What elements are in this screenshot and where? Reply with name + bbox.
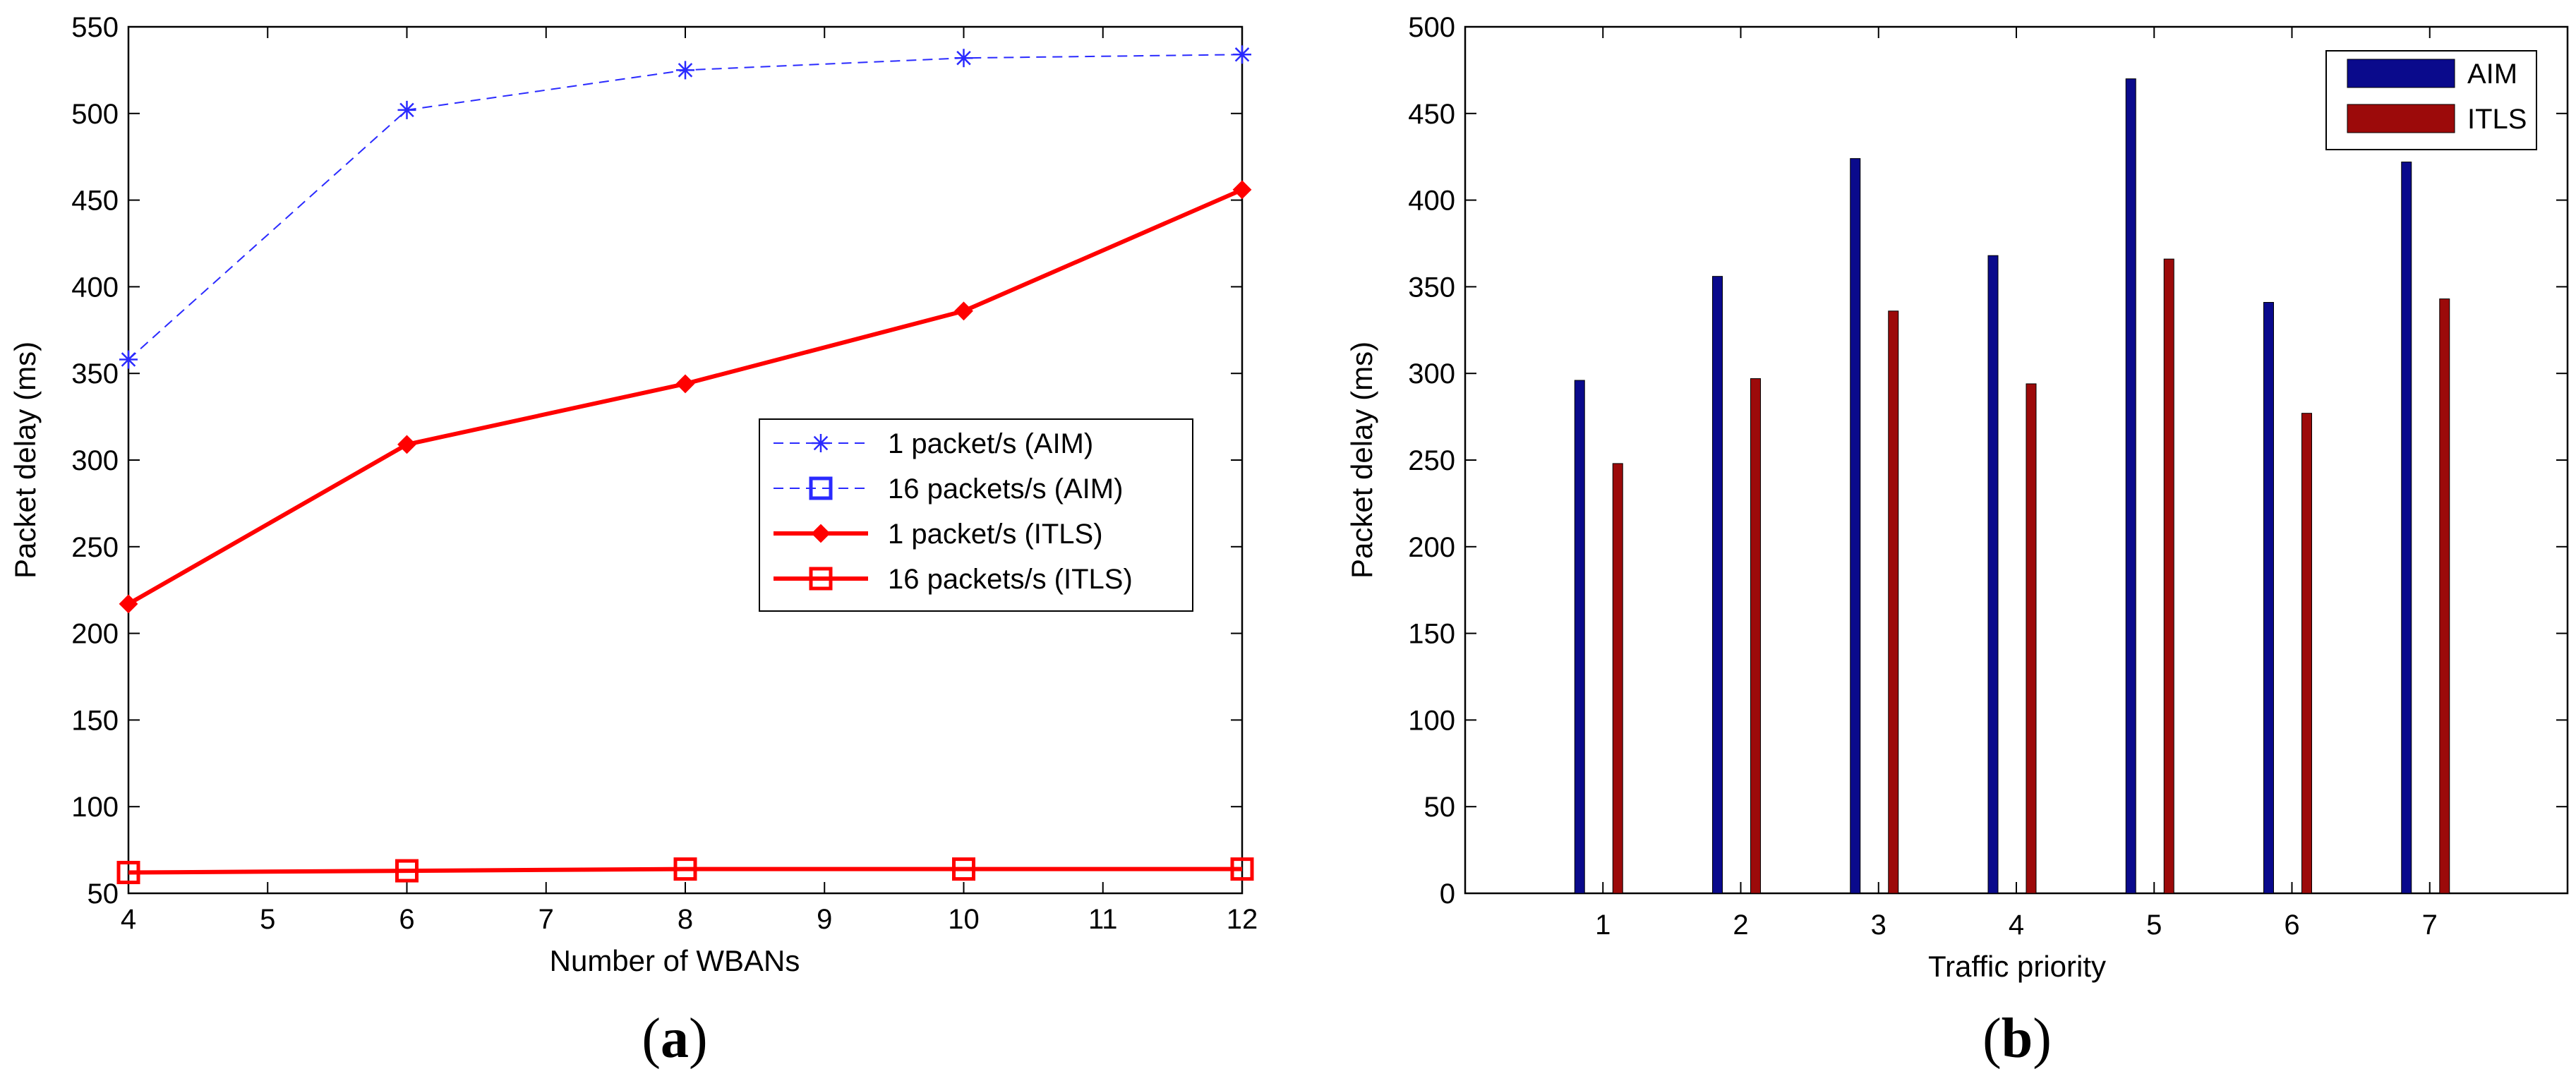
data-point xyxy=(397,100,416,119)
data-point xyxy=(397,435,416,454)
y-tick-label: 50 xyxy=(1424,792,1456,823)
x-tick-label: 6 xyxy=(399,904,414,935)
line-chart-panel: 4 5 6 7 8 9 10 11 12 50 100 150 200 250 300 350 400 450 5… xyxy=(8,12,1258,1070)
bar xyxy=(1612,463,1623,894)
y-tick-label: 400 xyxy=(71,272,119,303)
data-point xyxy=(116,861,140,885)
y-tick-label: 300 xyxy=(1408,358,1455,389)
y-tick-label: 150 xyxy=(1408,619,1455,650)
bar xyxy=(2439,298,2450,894)
y-tick-label: 50 xyxy=(88,878,119,910)
plot-frame xyxy=(1464,25,2569,895)
data-point xyxy=(675,374,695,394)
x-tick-label: 12 xyxy=(1227,904,1258,935)
y-tick-label: 200 xyxy=(1408,532,1455,563)
data-point xyxy=(119,594,138,614)
y-tick-label: 250 xyxy=(71,532,119,563)
data-point xyxy=(1232,180,1252,200)
x-axis-label: Traffic priority xyxy=(1928,950,2106,983)
x-tick-label: 3 xyxy=(1871,910,1886,941)
x-tick-label: 4 xyxy=(2009,910,2024,941)
y-tick-label: 500 xyxy=(71,99,119,130)
x-tick-label: 2 xyxy=(1733,910,1748,941)
bar xyxy=(2125,78,2136,894)
x-tick-label: 1 xyxy=(1595,910,1611,941)
y-tick-label: 0 xyxy=(1440,878,1455,910)
legend-swatch xyxy=(2347,59,2455,88)
y-tick-label: 450 xyxy=(1408,99,1455,130)
bar xyxy=(1712,276,1723,894)
y-tick-label: 100 xyxy=(71,792,119,823)
x-tick-label: 9 xyxy=(817,904,832,935)
y-tick-label: 100 xyxy=(1408,705,1455,736)
bar xyxy=(1750,378,1761,894)
x-tick-label: 4 xyxy=(121,904,136,935)
x-tick-label: 7 xyxy=(538,904,554,935)
x-axis-label: Number of WBANs xyxy=(550,944,800,977)
legend-label: 1 packet/s (AIM) xyxy=(888,428,1093,459)
data-point xyxy=(1230,857,1254,881)
y-tick-label: 400 xyxy=(1408,186,1455,217)
y-tick-label: 350 xyxy=(1408,272,1455,303)
legend-marker xyxy=(809,567,833,591)
y-tick-label: 200 xyxy=(71,619,119,650)
x-tick-label: 10 xyxy=(948,904,980,935)
x-tick-label: 5 xyxy=(260,904,275,935)
bar xyxy=(1987,255,1999,894)
legend: AIM ITLS xyxy=(2325,50,2537,150)
legend-marker xyxy=(809,476,833,500)
x-tick-label: 11 xyxy=(1088,904,1118,935)
bar xyxy=(1850,158,1861,894)
panel-label-b: (b) xyxy=(1982,1008,2052,1070)
x-tick-label: 5 xyxy=(2146,910,2162,941)
data-point xyxy=(954,49,973,68)
bar xyxy=(2163,258,2174,894)
y-tick-label: 250 xyxy=(1408,445,1455,476)
data-point xyxy=(119,350,138,369)
legend-marker xyxy=(811,524,831,543)
data-point xyxy=(676,61,694,80)
legend-swatch xyxy=(2347,104,2455,133)
y-tick-label: 550 xyxy=(71,12,119,43)
y-axis-label: Packet delay (ms) xyxy=(8,342,42,579)
data-point xyxy=(1233,45,1251,64)
series-line xyxy=(128,866,1242,875)
bar xyxy=(2301,413,2312,894)
y-axis-label: Packet delay (ms) xyxy=(1345,342,1378,579)
panel-label-a: (a) xyxy=(642,1008,707,1070)
y-tick-label: 300 xyxy=(71,445,119,476)
legend-label: ITLS xyxy=(2467,104,2527,135)
data-point xyxy=(952,857,975,881)
x-tick-label: 7 xyxy=(2422,910,2438,941)
x-tick-label: 6 xyxy=(2284,910,2299,941)
y-tick-label: 150 xyxy=(71,705,119,736)
data-point xyxy=(395,859,419,883)
y-tick-label: 350 xyxy=(71,358,119,389)
bar xyxy=(2401,162,2412,894)
legend-label: 16 packets/s (ITLS) xyxy=(888,564,1133,595)
bar-chart-panel: 1 2 3 4 5 6 7 0 50 100 150 200 250 300 350 400 450 500 T… xyxy=(1345,12,2569,1070)
legend-label: 16 packets/s (AIM) xyxy=(888,473,1123,505)
bar xyxy=(2263,302,2274,894)
legend: 1 packet/s (AIM) 16 packets/s (AIM) 1 pack… xyxy=(759,418,1193,612)
x-tick-label: 8 xyxy=(678,904,693,935)
data-point xyxy=(673,857,697,881)
y-tick-label: 500 xyxy=(1408,12,1455,43)
legend-marker xyxy=(812,434,830,452)
bar xyxy=(1574,380,1585,894)
y-tick-label: 450 xyxy=(71,186,119,217)
bar xyxy=(1888,310,1899,894)
data-point xyxy=(954,301,973,321)
legend-label: AIM xyxy=(2467,59,2517,90)
bar xyxy=(2026,383,2037,894)
legend-label: 1 packet/s (ITLS) xyxy=(888,519,1103,550)
